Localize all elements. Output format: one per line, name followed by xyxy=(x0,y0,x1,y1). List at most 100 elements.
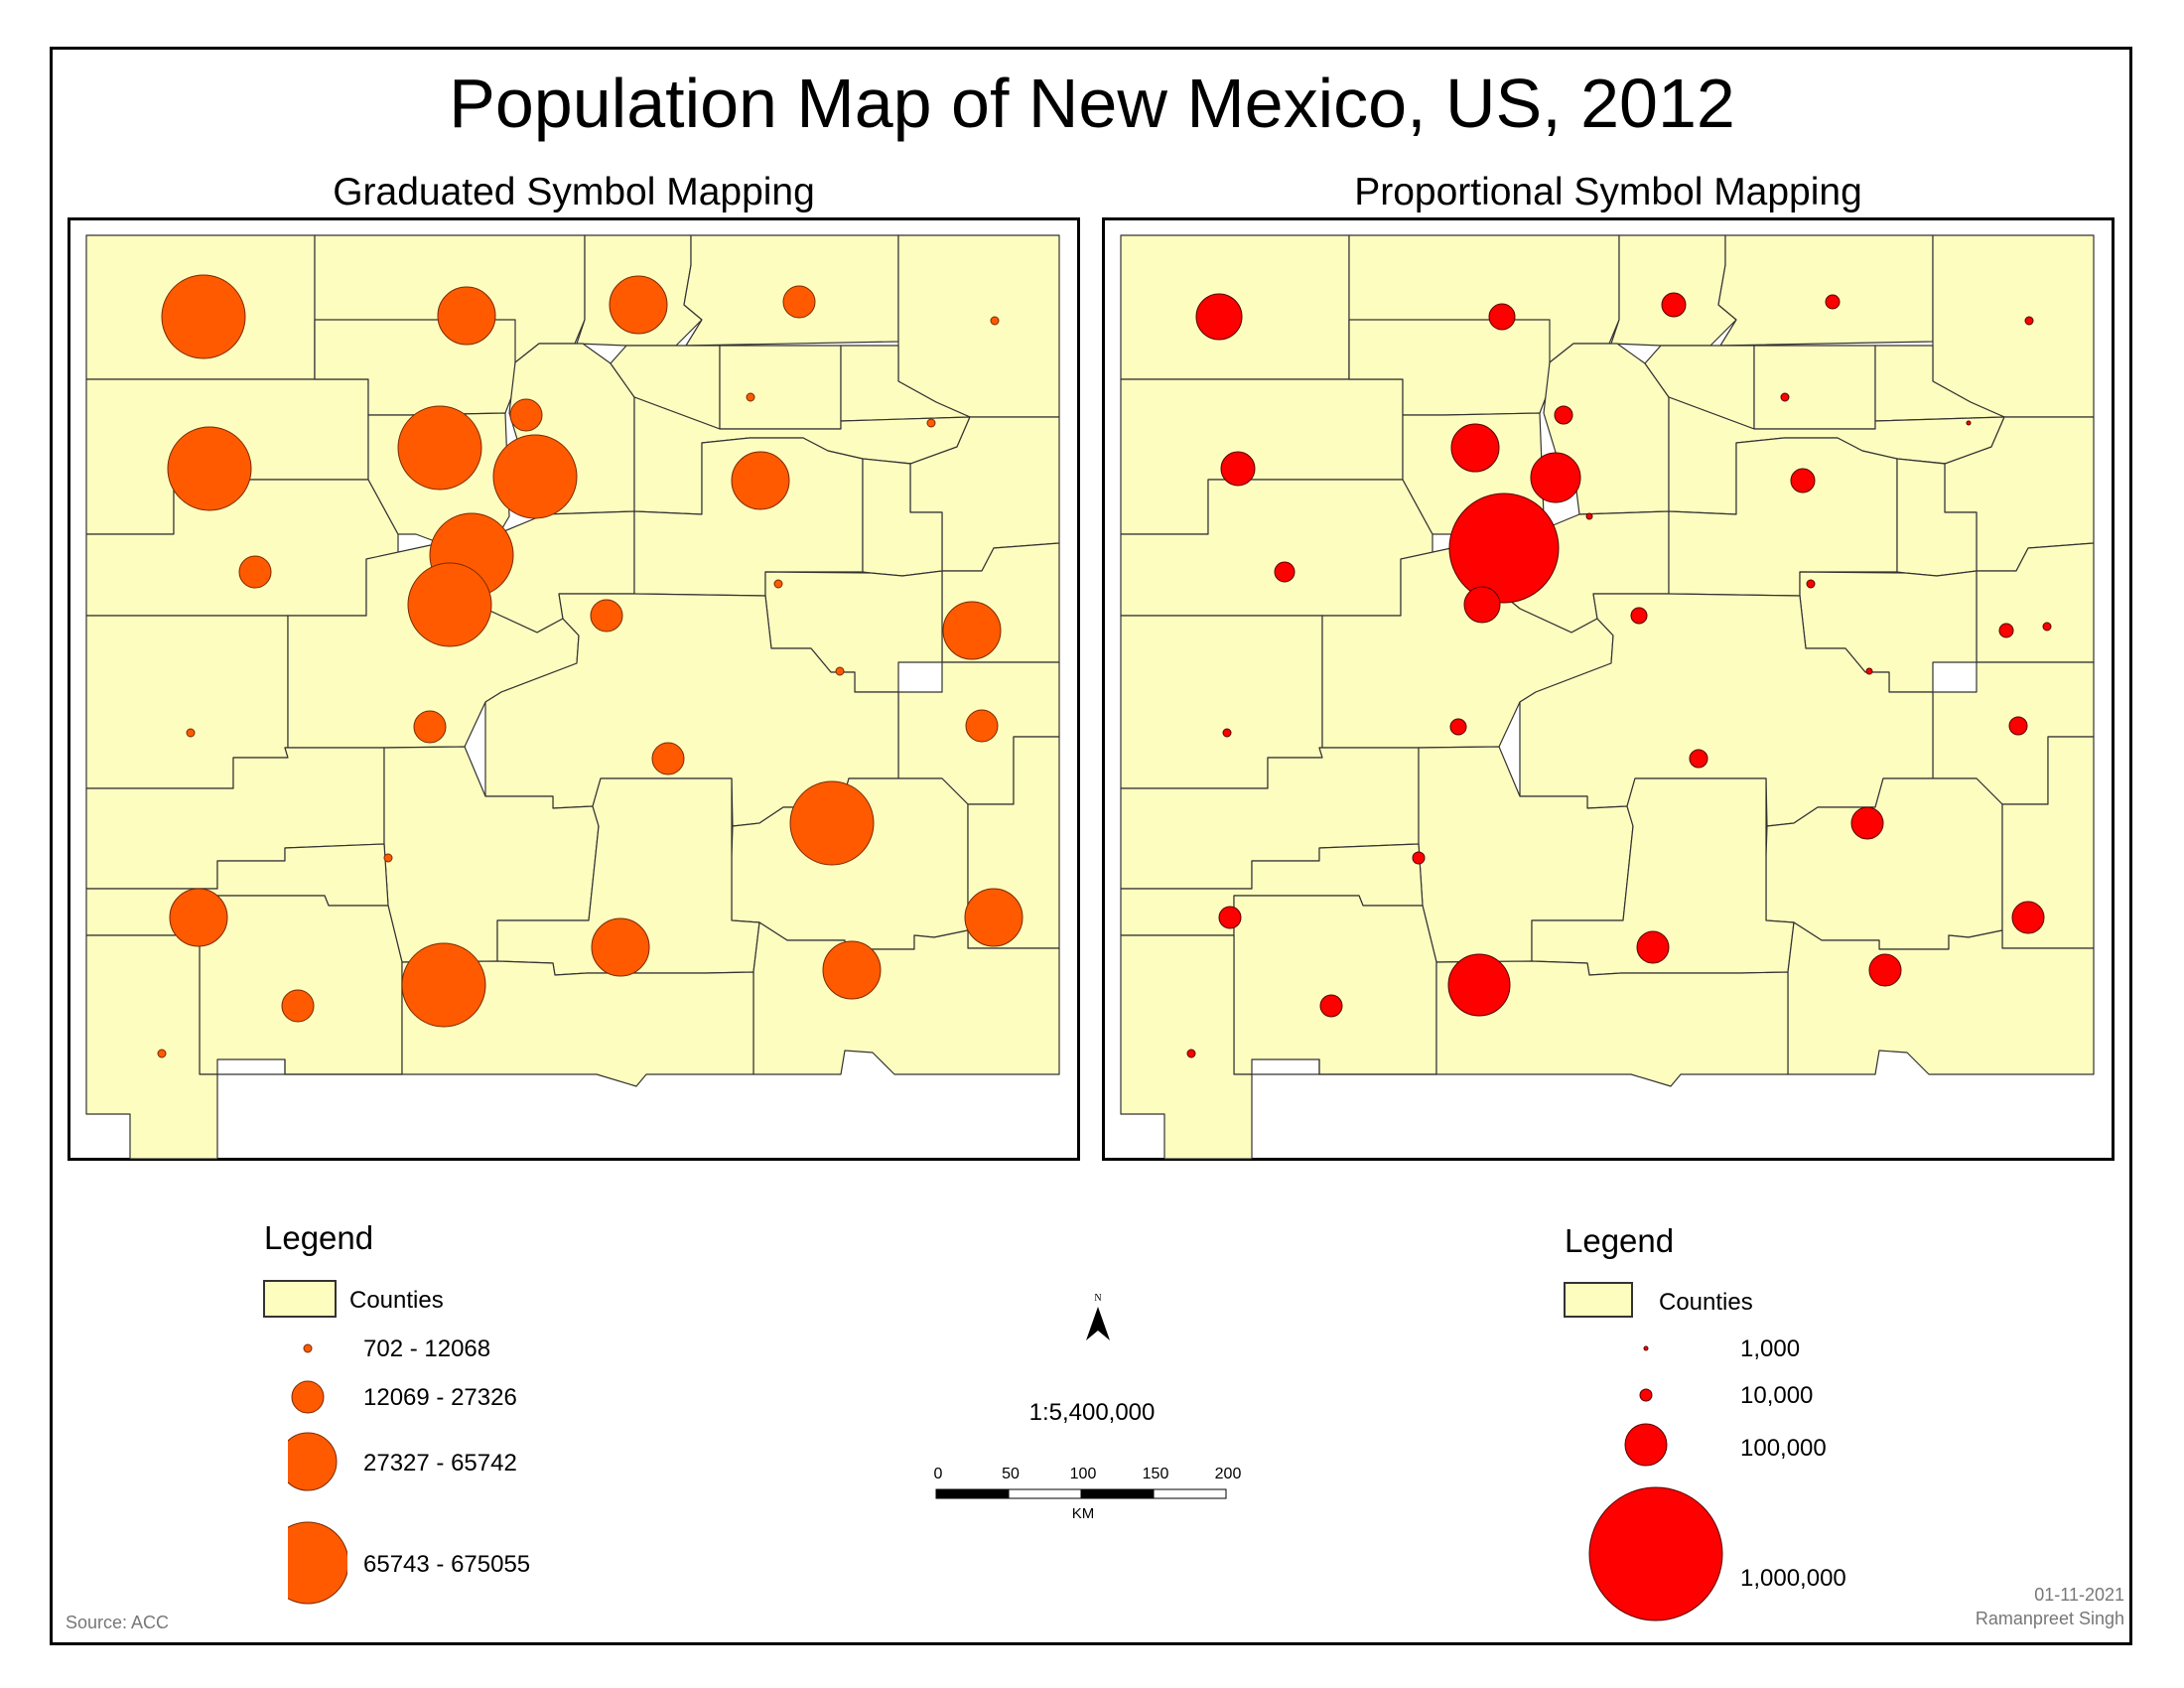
proportional-legend-county-swatch xyxy=(1564,1282,1633,1318)
proportional-symbol[interactable] xyxy=(1450,423,1500,473)
proportional-symbol[interactable] xyxy=(2042,622,2052,632)
graduated-symbol[interactable] xyxy=(965,709,999,743)
graduated-symbol[interactable] xyxy=(383,853,393,863)
county-polygon[interactable] xyxy=(199,895,403,1075)
graduated-symbol[interactable] xyxy=(186,728,196,738)
proportional-symbol[interactable] xyxy=(1448,492,1560,604)
graduated-symbol[interactable] xyxy=(397,405,482,491)
county-polygon[interactable] xyxy=(85,934,218,1160)
graduated-symbol[interactable] xyxy=(238,555,272,589)
proportional-symbol[interactable] xyxy=(1449,718,1467,736)
map-date: 01-11-2021 xyxy=(2034,1585,2124,1605)
source-note: Source: ACC xyxy=(66,1613,170,1632)
graduated-symbol[interactable] xyxy=(161,274,246,359)
graduated-symbol[interactable] xyxy=(731,451,790,510)
proportional-legend-value-100000: 100,000 xyxy=(1740,1435,1827,1462)
proportional-symbol[interactable] xyxy=(1554,405,1573,425)
proportional-symbol[interactable] xyxy=(1661,292,1687,318)
graduated-symbol[interactable] xyxy=(407,562,492,647)
proportional-symbol[interactable] xyxy=(1319,994,1343,1018)
proportional-legend-symbol-10000 xyxy=(1639,1388,1653,1402)
proportional-symbol[interactable] xyxy=(1868,953,1902,987)
graduated-symbol[interactable] xyxy=(789,780,875,866)
proportional-legend-title: Legend xyxy=(1565,1222,1675,1259)
proportional-symbol[interactable] xyxy=(1636,930,1670,964)
graduated-symbol[interactable] xyxy=(609,275,668,335)
graduated-symbol[interactable] xyxy=(926,418,936,428)
proportional-legend-symbol-100000 xyxy=(1624,1423,1668,1467)
county-polygon[interactable] xyxy=(1753,345,1876,430)
graduated-legend-class-3: 27327 - 65742 xyxy=(363,1450,517,1477)
county-polygon[interactable] xyxy=(1787,921,2095,1075)
graduated-symbol[interactable] xyxy=(651,742,685,775)
graduated-map-panel[interactable] xyxy=(68,217,1080,1161)
proportional-symbol[interactable] xyxy=(1966,420,1972,426)
proportional-symbol[interactable] xyxy=(1630,607,1648,625)
county-polygon[interactable] xyxy=(216,1058,403,1075)
graduated-symbol[interactable] xyxy=(157,1049,167,1058)
graduated-legend-symbols xyxy=(288,1343,347,1605)
proportional-symbol[interactable] xyxy=(1790,468,1816,493)
county-polygon[interactable] xyxy=(1251,1058,1437,1075)
graduated-symbol[interactable] xyxy=(822,940,882,1000)
graduated-symbol[interactable] xyxy=(281,989,315,1023)
graduated-symbol[interactable] xyxy=(167,426,252,511)
county-polygon[interactable] xyxy=(1120,934,1253,1160)
graduated-symbol[interactable] xyxy=(773,579,783,589)
graduated-legend-class-1: 702 - 12068 xyxy=(363,1336,491,1362)
graduated-symbol[interactable] xyxy=(835,666,845,676)
proportional-symbol[interactable] xyxy=(1463,586,1501,624)
scale-tick-200: 200 xyxy=(1214,1466,1242,1482)
proportional-symbol[interactable] xyxy=(1585,512,1593,520)
graduated-symbol[interactable] xyxy=(401,942,486,1028)
graduated-symbol[interactable] xyxy=(492,434,578,519)
proportional-symbol[interactable] xyxy=(1447,953,1511,1017)
proportional-symbol[interactable] xyxy=(2024,316,2034,326)
graduated-symbol[interactable] xyxy=(990,316,1000,326)
graduated-legend-counties-label: Counties xyxy=(349,1287,444,1314)
north-arrow-icon xyxy=(1086,1307,1110,1340)
proportional-symbol[interactable] xyxy=(1825,294,1841,310)
proportional-symbol[interactable] xyxy=(1865,667,1873,675)
proportional-symbol[interactable] xyxy=(1220,451,1256,487)
scale-tick-150: 150 xyxy=(1142,1466,1169,1482)
proportional-symbol[interactable] xyxy=(1412,851,1426,865)
graduated-symbol[interactable] xyxy=(413,710,447,744)
proportional-symbol[interactable] xyxy=(1780,392,1790,402)
county-polygon[interactable] xyxy=(1610,234,1737,347)
graduated-symbol[interactable] xyxy=(590,599,623,633)
county-polygon[interactable] xyxy=(1932,234,2095,418)
county-polygon[interactable] xyxy=(897,234,1060,418)
proportional-symbol[interactable] xyxy=(1222,728,1232,738)
proportional-legend-value-10000: 10,000 xyxy=(1740,1382,1814,1409)
graduated-symbol[interactable] xyxy=(964,888,1024,947)
proportional-symbol[interactable] xyxy=(2008,716,2028,736)
proportional-symbol[interactable] xyxy=(1488,303,1516,331)
graduated-symbol[interactable] xyxy=(782,285,816,319)
county-polygon[interactable] xyxy=(719,345,842,430)
proportional-symbol[interactable] xyxy=(1274,561,1296,583)
proportional-symbol[interactable] xyxy=(1186,1049,1196,1058)
proportional-symbol[interactable] xyxy=(1195,293,1243,341)
symbol-layer xyxy=(1186,292,2052,1058)
proportional-map-panel[interactable] xyxy=(1102,217,2115,1161)
graduated-symbol[interactable] xyxy=(591,917,650,977)
graduated-symbol[interactable] xyxy=(169,888,228,947)
proportional-symbol[interactable] xyxy=(1689,749,1708,769)
graduated-symbol[interactable] xyxy=(746,392,755,402)
graduated-legend-symbol-4 xyxy=(288,1521,347,1605)
proportional-symbol[interactable] xyxy=(2011,901,2045,934)
county-polygon[interactable] xyxy=(401,960,754,1087)
graduated-symbol[interactable] xyxy=(437,286,496,346)
county-polygon[interactable] xyxy=(1435,960,1789,1087)
county-polygon[interactable] xyxy=(1233,895,1437,1075)
proportional-symbol[interactable] xyxy=(1998,623,2014,638)
county-polygon[interactable] xyxy=(1717,234,1934,347)
graduated-symbol[interactable] xyxy=(942,601,1002,660)
graduated-symbol[interactable] xyxy=(509,398,543,432)
proportional-symbol[interactable] xyxy=(1850,806,1884,840)
proportional-symbol[interactable] xyxy=(1218,906,1242,929)
proportional-symbol[interactable] xyxy=(1806,579,1816,589)
scale-ratio: 1:5,400,000 xyxy=(1028,1399,1156,1426)
proportional-symbol[interactable] xyxy=(1530,452,1581,503)
